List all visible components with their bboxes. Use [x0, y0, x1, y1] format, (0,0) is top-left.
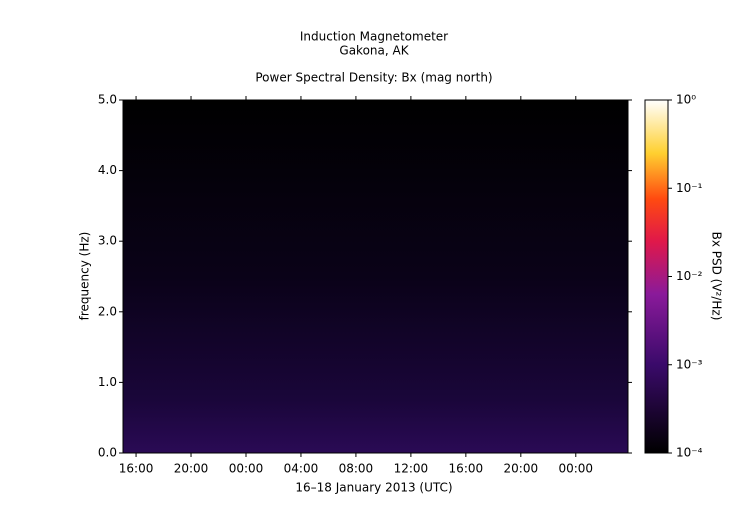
- y-tick-label: 5.0: [98, 93, 117, 107]
- x-tick-label: 12:00: [394, 462, 429, 476]
- x-tick-label: 16:00: [449, 462, 484, 476]
- y-tick-label: 1.0: [98, 375, 117, 389]
- colorbar-label: Bx PSD (V²/Hz): [710, 232, 724, 321]
- colorbar: [644, 99, 669, 454]
- x-tick-label: 04:00: [284, 462, 319, 476]
- spectrogram-area: [123, 100, 628, 453]
- x-tick-label: 20:00: [174, 462, 209, 476]
- colorbar-tick-label: 10⁰: [676, 93, 696, 107]
- chart-subtitle: Gakona, AK: [339, 44, 409, 58]
- x-tick-label: 00:00: [229, 462, 264, 476]
- x-axis-label: 16–18 January 2013 (UTC): [295, 481, 452, 495]
- x-tick-label: 08:00: [339, 462, 374, 476]
- y-tick-label: 0.0: [98, 446, 117, 460]
- colorbar-tick-label: 10⁻²: [676, 269, 703, 283]
- y-tick-label: 4.0: [98, 163, 117, 177]
- plot-frame: [122, 99, 629, 454]
- chart-title: Induction Magnetometer: [300, 30, 448, 44]
- x-tick-label: 16:00: [119, 462, 154, 476]
- x-tick-label: 00:00: [558, 462, 593, 476]
- plot-title: Power Spectral Density: Bx (mag north): [255, 71, 492, 85]
- colorbar-tick-label: 10⁻³: [676, 357, 703, 371]
- colorbar-tick-label: 10⁻⁴: [676, 446, 703, 460]
- x-tick-label: 20:00: [504, 462, 539, 476]
- colorbar-tick-label: 10⁻¹: [676, 181, 703, 195]
- y-tick-label: 2.0: [98, 304, 117, 318]
- y-axis-label: frequency (Hz): [78, 232, 92, 321]
- y-tick-label: 3.0: [98, 234, 117, 248]
